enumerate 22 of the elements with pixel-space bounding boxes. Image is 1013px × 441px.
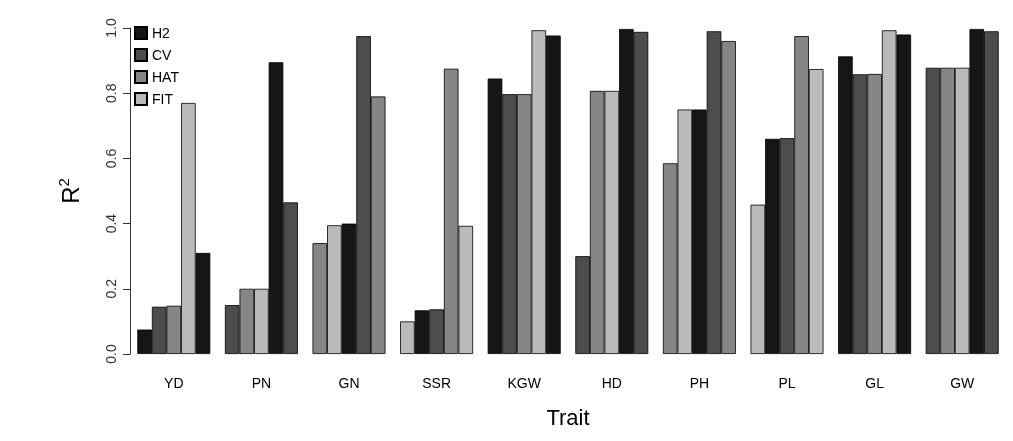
y-tick-label: 0.0 — [103, 344, 119, 364]
x-tick-label: SSR — [422, 375, 451, 391]
legend-label: FIT — [152, 91, 174, 107]
x-axis-title: Trait — [546, 404, 590, 430]
legend-label: HAT — [152, 69, 180, 85]
x-tick-label: PN — [251, 375, 272, 391]
x-tick-label: PL — [778, 375, 796, 391]
x-tick-label: GW — [950, 375, 976, 391]
x-tick-label: PH — [689, 375, 710, 391]
x-tick-label: YD — [164, 375, 184, 391]
y-tick-label: 0.2 — [103, 278, 119, 299]
legend-label: H2 — [152, 25, 171, 41]
y-tick-label: 1.0 — [103, 18, 119, 38]
y-axis-title: R2 — [55, 178, 84, 204]
legend-label: CV — [152, 47, 173, 63]
x-tick-label: GN — [338, 375, 360, 391]
y-tick-label: 0.8 — [103, 83, 119, 103]
x-tick-label: GL — [865, 375, 885, 391]
y-tick-label: 0.4 — [103, 213, 119, 234]
x-tick-label: HD — [601, 375, 622, 391]
y-tick-label: 0.6 — [103, 148, 119, 169]
x-tick-label: KGW — [507, 375, 542, 391]
